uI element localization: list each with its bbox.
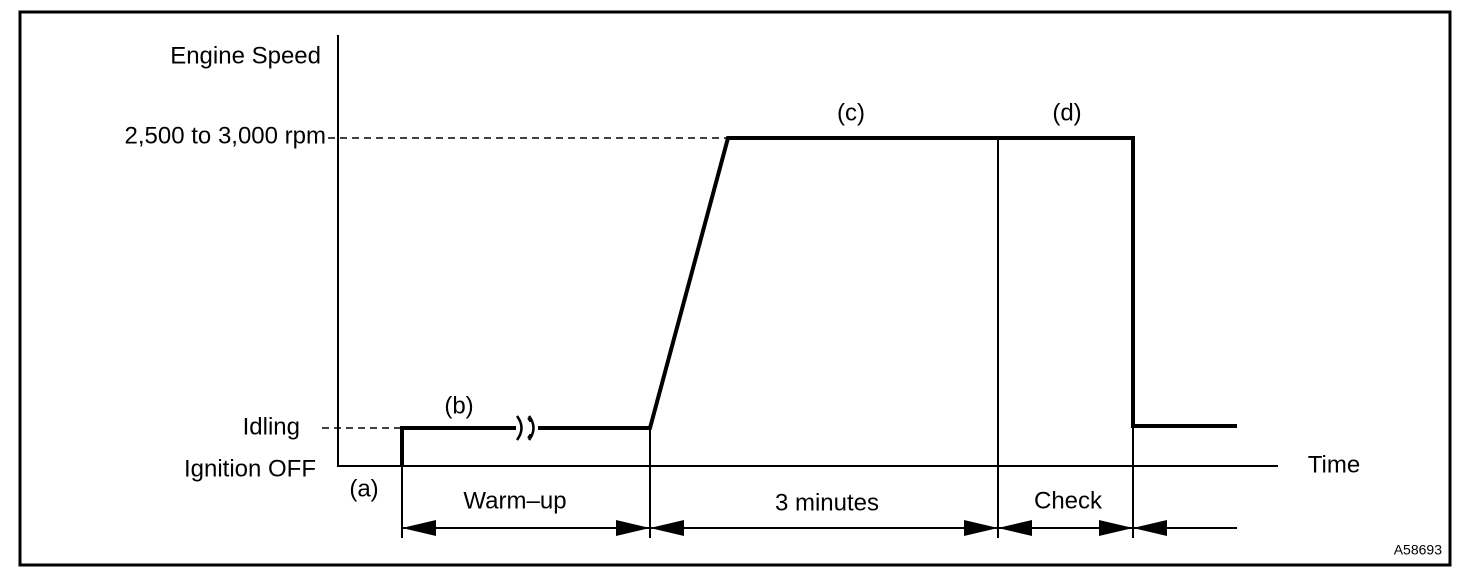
x-axis-label: Time — [1308, 451, 1360, 478]
arrowhead — [650, 520, 684, 536]
break-mark — [515, 415, 535, 441]
arrowhead — [402, 520, 436, 536]
arrowhead — [1099, 520, 1133, 536]
level-label: Ignition OFF — [184, 455, 316, 482]
point-label: (a) — [349, 475, 378, 502]
point-label: (b) — [444, 392, 473, 419]
interval-label: 3 minutes — [775, 489, 879, 516]
interval-label: Check — [1034, 487, 1103, 514]
arrowheads — [402, 520, 1167, 536]
arrowhead — [1133, 520, 1167, 536]
level-label: 2,500 to 3,000 rpm — [125, 122, 326, 149]
arrowhead — [964, 520, 998, 536]
frame — [18, 10, 1452, 567]
point-label: (d) — [1052, 99, 1081, 126]
arrowhead — [616, 520, 650, 536]
arrowhead — [998, 520, 1032, 536]
figure-id: A58693 — [1394, 542, 1442, 558]
point-label: (c) — [837, 99, 865, 126]
interval-label: Warm–up — [463, 487, 566, 514]
level-label: Idling — [243, 413, 300, 440]
y-axis-label: Engine Speed — [170, 42, 321, 69]
